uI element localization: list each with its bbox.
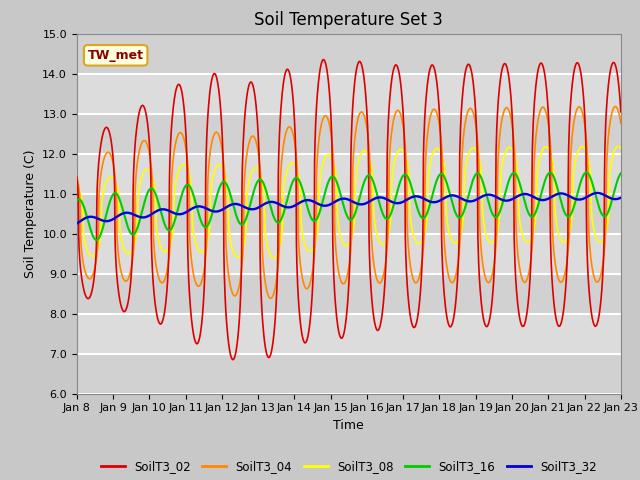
- Bar: [77, 34, 621, 73]
- SoilT3_02: [229, 357, 237, 362]
- Bar: [77, 274, 621, 313]
- SoilT3_04: [617, 120, 625, 126]
- SoilT3_08: [180, 162, 188, 168]
- SoilT3_32: [73, 221, 81, 227]
- Bar: [77, 154, 621, 193]
- Bar: [77, 354, 621, 394]
- SoilT3_16: [505, 179, 513, 184]
- Legend: SoilT3_02, SoilT3_04, SoilT3_08, SoilT3_16, SoilT3_32: SoilT3_02, SoilT3_04, SoilT3_08, SoilT3_…: [96, 455, 602, 478]
- SoilT3_02: [617, 109, 625, 115]
- SoilT3_08: [617, 145, 625, 151]
- SoilT3_08: [255, 168, 262, 173]
- SoilT3_02: [194, 340, 202, 346]
- SoilT3_08: [73, 184, 81, 190]
- SoilT3_32: [504, 198, 512, 204]
- Line: SoilT3_16: SoilT3_16: [77, 172, 621, 240]
- SoilT3_02: [505, 75, 513, 81]
- SoilT3_02: [255, 151, 263, 156]
- Line: SoilT3_32: SoilT3_32: [77, 193, 621, 224]
- SoilT3_08: [553, 221, 561, 227]
- SoilT3_16: [255, 177, 263, 183]
- Title: Soil Temperature Set 3: Soil Temperature Set 3: [254, 11, 444, 29]
- SoilT3_32: [194, 204, 202, 209]
- SoilT3_16: [181, 184, 189, 190]
- SoilT3_04: [73, 173, 81, 179]
- SoilT3_32: [180, 210, 188, 216]
- Bar: [77, 193, 621, 234]
- Y-axis label: Soil Temperature (C): Soil Temperature (C): [24, 149, 36, 278]
- SoilT3_32: [617, 195, 625, 201]
- SoilT3_04: [434, 112, 442, 118]
- SoilT3_32: [255, 204, 262, 210]
- Line: SoilT3_02: SoilT3_02: [77, 60, 621, 360]
- SoilT3_04: [180, 138, 188, 144]
- SoilT3_16: [434, 176, 442, 181]
- SoilT3_04: [194, 283, 202, 289]
- Line: SoilT3_08: SoilT3_08: [77, 146, 621, 259]
- SoilT3_04: [612, 104, 620, 109]
- SoilT3_16: [553, 182, 561, 188]
- Line: SoilT3_04: SoilT3_04: [77, 107, 621, 299]
- Text: TW_met: TW_met: [88, 49, 144, 62]
- SoilT3_32: [552, 192, 560, 197]
- Bar: [77, 114, 621, 154]
- SoilT3_08: [505, 144, 513, 150]
- Bar: [77, 73, 621, 114]
- SoilT3_02: [73, 174, 81, 180]
- SoilT3_08: [194, 246, 202, 252]
- SoilT3_16: [93, 237, 100, 243]
- SoilT3_16: [195, 209, 202, 215]
- SoilT3_16: [617, 170, 625, 176]
- X-axis label: Time: Time: [333, 419, 364, 432]
- SoilT3_04: [505, 107, 513, 112]
- SoilT3_02: [320, 57, 328, 62]
- SoilT3_04: [553, 269, 561, 275]
- SoilT3_32: [433, 199, 441, 204]
- SoilT3_02: [434, 89, 442, 95]
- Bar: [77, 234, 621, 274]
- SoilT3_02: [553, 320, 561, 325]
- SoilT3_16: [73, 198, 81, 204]
- SoilT3_32: [593, 190, 601, 196]
- SoilT3_04: [255, 152, 262, 157]
- Bar: [77, 313, 621, 354]
- SoilT3_08: [434, 145, 442, 151]
- SoilT3_08: [269, 256, 277, 262]
- SoilT3_08: [614, 144, 622, 149]
- SoilT3_04: [267, 296, 275, 301]
- SoilT3_16: [582, 169, 590, 175]
- SoilT3_02: [180, 111, 188, 117]
